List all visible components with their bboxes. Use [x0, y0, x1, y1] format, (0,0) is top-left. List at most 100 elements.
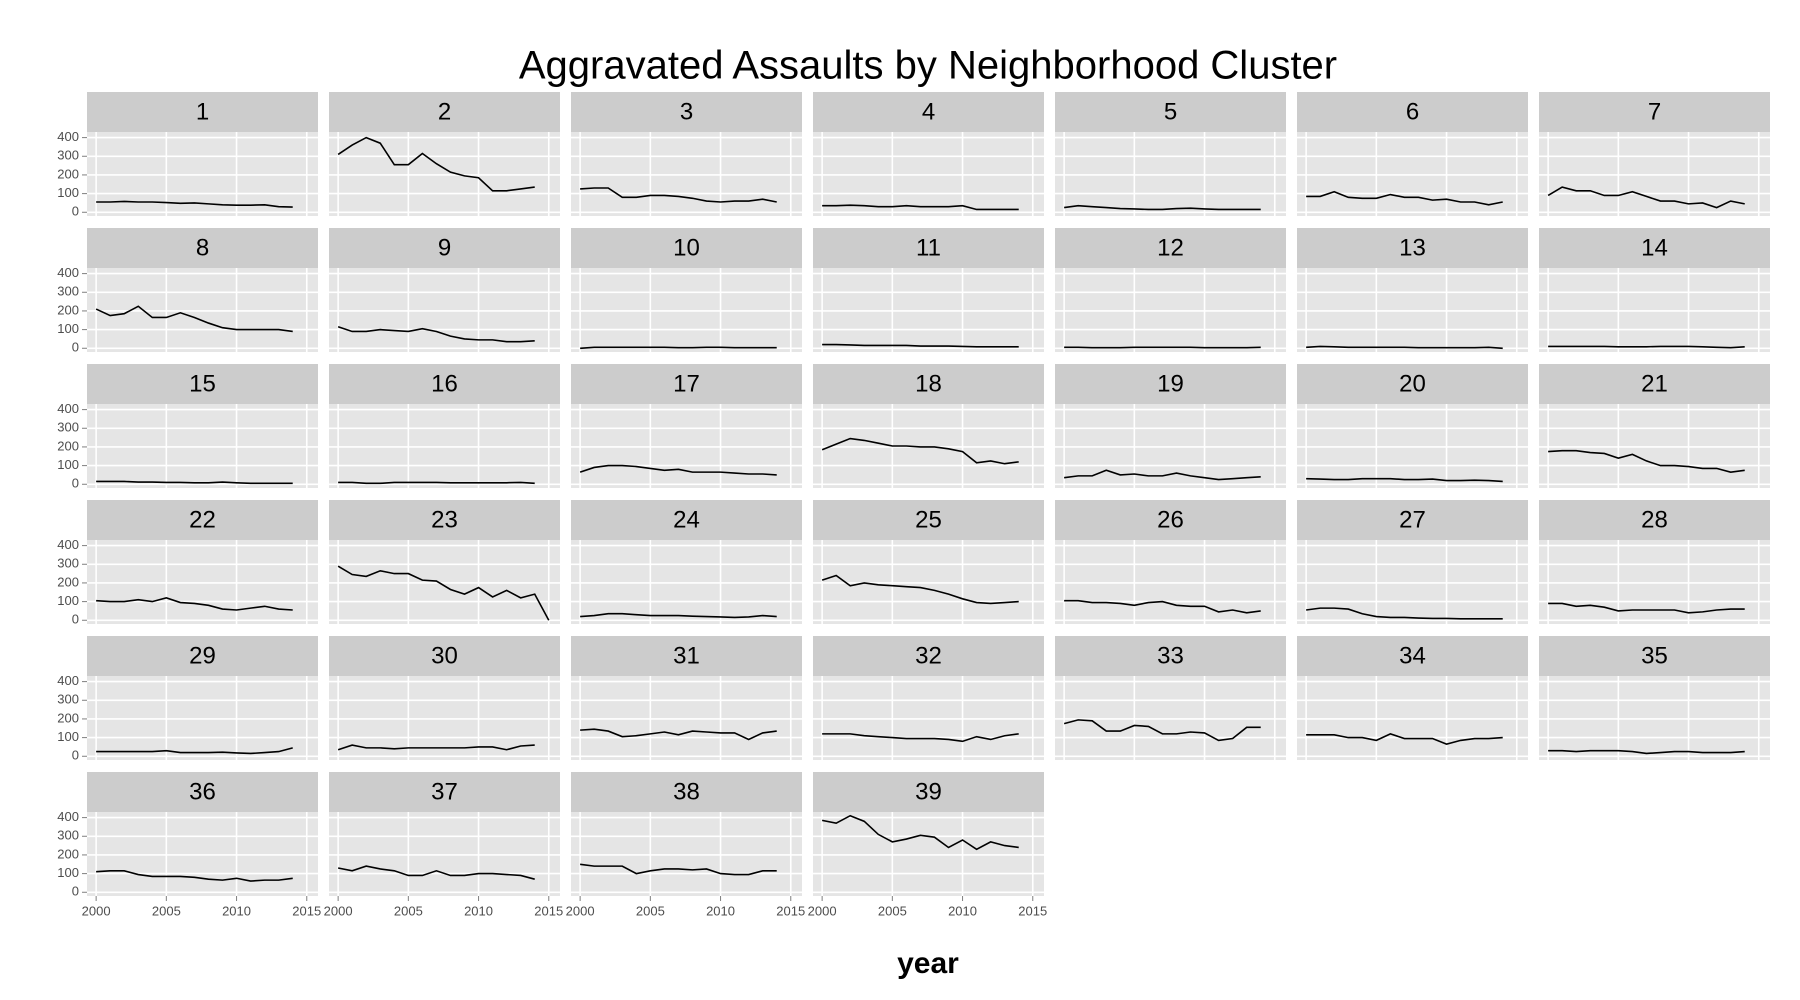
y-tick-label: 200 — [57, 302, 79, 317]
y-tick-label: 100 — [57, 593, 79, 608]
panel-label: 35 — [1641, 642, 1668, 669]
panel-label: 23 — [431, 506, 458, 533]
series-line — [1063, 719, 1261, 742]
y-tick-label: 400 — [57, 673, 79, 688]
series-line — [338, 481, 535, 485]
strip — [1055, 636, 1286, 676]
y-tick-label: 200 — [57, 846, 79, 861]
panel-label: 24 — [673, 506, 700, 533]
strip — [329, 636, 560, 676]
panel-background — [1539, 268, 1770, 352]
panel-background — [813, 540, 1044, 624]
strip — [1055, 228, 1286, 268]
panel-label: 4 — [922, 98, 935, 125]
strip — [1539, 636, 1770, 676]
x-tick-label: 2005 — [394, 903, 423, 918]
strip — [329, 92, 560, 132]
panel-background — [1297, 404, 1528, 488]
panel-label: 3 — [680, 98, 693, 125]
y-tick-label: 400 — [57, 537, 79, 552]
panel-background — [571, 132, 802, 216]
series-line — [96, 747, 293, 755]
strip — [329, 772, 560, 812]
series-line — [580, 863, 777, 876]
y-tick-label: 100 — [57, 457, 79, 472]
strip — [1055, 500, 1286, 540]
panel-label: 27 — [1399, 506, 1426, 533]
panel-label: 38 — [673, 778, 700, 805]
series-line — [822, 733, 1019, 743]
panel-background — [813, 812, 1044, 896]
y-tick-label: 100 — [57, 185, 79, 200]
panel-background — [1539, 676, 1770, 760]
x-tick-label: 2000 — [324, 903, 353, 918]
strip — [1539, 92, 1770, 132]
series-line — [580, 728, 777, 741]
y-tick-label: 0 — [72, 340, 79, 355]
x-tick-label: 2010 — [706, 903, 735, 918]
panel-background — [571, 404, 802, 488]
x-tick-label: 2015 — [776, 903, 805, 918]
strip — [571, 772, 802, 812]
panel-label: 16 — [431, 370, 458, 397]
panel-background — [1539, 540, 1770, 624]
series-line — [579, 464, 777, 476]
strip — [813, 500, 1044, 540]
strip — [571, 228, 802, 268]
panel-label: 17 — [673, 370, 700, 397]
strip — [1539, 228, 1770, 268]
series-line — [96, 200, 293, 208]
panel-background — [1297, 132, 1528, 216]
panel-label: 15 — [189, 370, 216, 397]
series-line — [1306, 477, 1503, 483]
series-line — [580, 612, 777, 619]
chart-title: Aggravated Assaults by Neighborhood Clus… — [519, 44, 1337, 88]
y-tick-label: 200 — [57, 710, 79, 725]
y-tick-label: 300 — [57, 420, 79, 435]
panel-label: 9 — [438, 234, 451, 261]
series-line — [821, 814, 1019, 851]
x-tick-label: 2015 — [534, 903, 563, 918]
strip — [329, 228, 560, 268]
x-tick-label: 2000 — [808, 903, 837, 918]
series-line — [821, 437, 1019, 465]
panel-label: 28 — [1641, 506, 1668, 533]
series-line — [821, 574, 1019, 605]
panel-label: 39 — [915, 778, 942, 805]
y-tick-label: 300 — [57, 556, 79, 571]
x-tick-label: 2010 — [222, 903, 251, 918]
y-tick-label: 300 — [57, 692, 79, 707]
series-line — [1548, 449, 1745, 473]
panel-background — [1055, 268, 1286, 352]
strip — [87, 92, 318, 132]
panel-background — [1539, 404, 1770, 488]
strip — [1297, 92, 1528, 132]
series-line — [822, 204, 1019, 211]
strip — [571, 636, 802, 676]
panel-label: 30 — [431, 642, 458, 669]
strip — [329, 364, 560, 404]
panel-background — [329, 540, 560, 624]
series-line — [1064, 469, 1261, 481]
strip — [813, 92, 1044, 132]
strip — [1297, 364, 1528, 404]
panel-background — [329, 404, 560, 488]
panel-background — [571, 540, 802, 624]
strip — [1055, 92, 1286, 132]
panel-background — [571, 676, 802, 760]
strip — [87, 500, 318, 540]
panel-label: 5 — [1164, 98, 1177, 125]
panel-label: 18 — [915, 370, 942, 397]
strip — [1297, 228, 1528, 268]
y-tick-label: 400 — [57, 401, 79, 416]
panel-label: 1 — [196, 98, 209, 125]
y-tick-label: 100 — [57, 321, 79, 336]
x-tick-label: 2000 — [82, 903, 111, 918]
panel-background — [1055, 540, 1286, 624]
series-line — [337, 865, 535, 880]
panel-label: 14 — [1641, 234, 1668, 261]
x-tick-label: 2000 — [566, 903, 595, 918]
panel-background — [1297, 676, 1528, 760]
x-tick-label: 2005 — [636, 903, 665, 918]
